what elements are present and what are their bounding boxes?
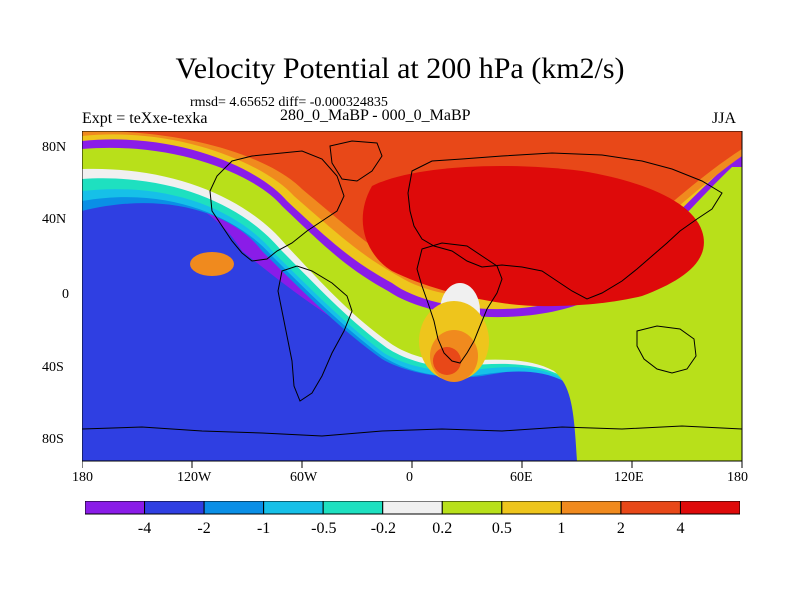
colorbar-swatch <box>203 501 265 515</box>
experiment-label: Expt = teXxe-texka <box>82 110 208 127</box>
comparison-label: 280_0_MaBP - 000_0_MaBP <box>280 107 471 124</box>
x-tick-label: 0 <box>406 470 413 485</box>
x-tick-label: 180 <box>72 470 93 485</box>
chart-title: Velocity Potential at 200 hPa (km2/s) <box>175 52 625 85</box>
map-plot <box>82 131 743 468</box>
colorbar <box>85 501 740 515</box>
coastline-south-america <box>277 265 353 402</box>
colorbar-swatch <box>560 501 622 515</box>
colorbar-label: -0.5 <box>311 520 337 537</box>
y-tick-label: 80N <box>42 140 67 155</box>
colorbar-swatch <box>501 501 562 515</box>
colorbar-swatch <box>679 501 740 515</box>
colorbar-label: -4 <box>137 520 152 537</box>
colorbar-swatch <box>441 501 503 515</box>
colorbar-label: 2 <box>616 520 625 537</box>
coastline-north-america <box>209 150 345 262</box>
field-band-red <box>362 166 704 307</box>
colorbar-swatch <box>144 501 205 515</box>
x-tick-label: 60W <box>290 470 318 485</box>
colorbar-label: 1 <box>557 520 566 537</box>
x-tick-label: 120E <box>614 470 644 485</box>
field-band-yellowgreen <box>82 147 742 461</box>
colorbar-label: 0.2 <box>432 520 453 537</box>
colorbar-swatch <box>263 501 324 515</box>
x-tick-label: 60E <box>510 470 533 485</box>
coastline-australia <box>636 325 697 374</box>
y-tick-label: 40N <box>42 212 67 227</box>
colorbar-swatch <box>85 501 146 515</box>
x-tick-label: 180 <box>727 470 748 485</box>
field-pocket-redorange-south <box>433 347 461 375</box>
colorbar-label: 4 <box>676 520 685 537</box>
colorbar-swatch <box>322 501 384 515</box>
season-label: JJA <box>712 110 737 127</box>
coastline-greenland <box>329 140 383 182</box>
field-pocket-orange <box>190 252 234 276</box>
colorbar-swatch <box>620 501 681 515</box>
colorbar-label: -1 <box>256 520 271 537</box>
x-tick-label: 120W <box>177 470 212 485</box>
coastline-antarctica <box>82 425 742 437</box>
coastline-europe-asia <box>407 152 723 300</box>
colorbar-swatch <box>382 501 443 515</box>
y-tick-label: 0 <box>62 287 69 302</box>
colorbar-label: -2 <box>197 520 211 537</box>
y-tick-label: 40S <box>42 360 64 375</box>
colorbar-label: 0.5 <box>491 520 512 537</box>
colorbar-label: -0.2 <box>370 520 397 537</box>
y-tick-label: 80S <box>42 432 64 447</box>
rmsd-annotation: rmsd= 4.65652 diff= -0.000324835 <box>190 95 388 110</box>
coastline-africa <box>416 242 503 364</box>
